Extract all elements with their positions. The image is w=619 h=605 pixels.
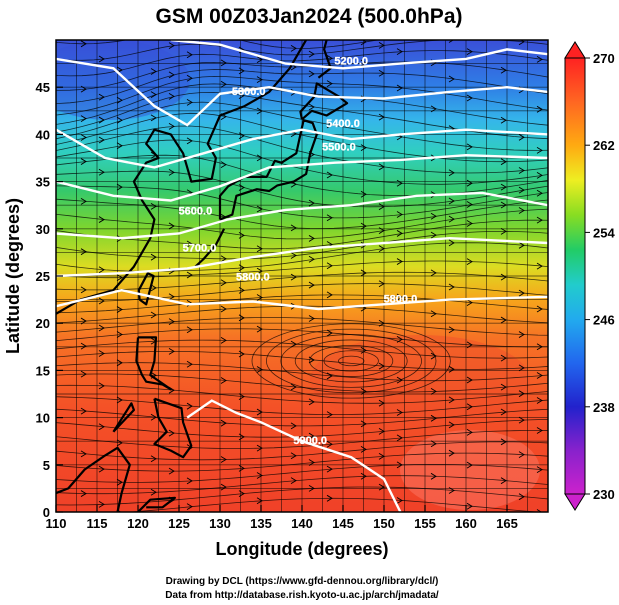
x-tick-label: 165 (496, 516, 518, 531)
colorbar-tick-label: 246 (593, 313, 615, 328)
y-tick-label: 15 (36, 363, 50, 378)
contour-line (56, 128, 548, 169)
y-axis-ticks: 0 5 10 15 20 25 30 35 40 45 (36, 80, 63, 520)
colorbar-scale (564, 57, 586, 495)
warm-tropics-blob (400, 430, 540, 510)
contour-label: 5400.0 (326, 118, 360, 130)
coastlines (56, 40, 349, 512)
contour-label: 5700.0 (183, 242, 217, 254)
contour-line (56, 288, 548, 311)
map-title: GSM 00Z03Jan2024 (500.0hPa) (155, 5, 462, 28)
credit-data: Data from http://database.rish.kyoto-u.a… (165, 590, 439, 601)
y-axis-title: Latitude (degrees) (3, 198, 23, 354)
y-tick-label: 10 (36, 411, 50, 426)
x-tick-label: 140 (291, 516, 313, 531)
y-tick-label: 30 (36, 222, 50, 237)
contour-label: 5800.0 (236, 272, 270, 284)
y-tick-label: 20 (36, 316, 50, 331)
colorbar-tick-label: 238 (593, 400, 615, 415)
contour-line (170, 40, 548, 70)
x-tick-label: 130 (209, 516, 231, 531)
colorbar-tick-label: 262 (593, 138, 615, 153)
x-tick-label: 150 (373, 516, 395, 531)
cold-core-blob (56, 40, 190, 120)
x-tick-label: 115 (87, 516, 108, 531)
contour-label: 5300.0 (232, 86, 266, 98)
y-tick-label: 25 (36, 269, 50, 284)
y-tick-label: 45 (36, 80, 50, 95)
contour-label: 5900.0 (293, 435, 327, 447)
y-tick-label: 0 (43, 505, 50, 520)
x-axis-ticks: 110 115 120 125 130 135 140 145 150 155 160 165 (46, 505, 518, 531)
y-tick-label: 35 (36, 175, 50, 190)
x-tick-label: 160 (455, 516, 477, 531)
contour-label: 5600.0 (179, 206, 213, 218)
x-tick-label: 120 (127, 516, 149, 531)
colorbar-tick-label: 270 (593, 51, 615, 66)
contour-line (56, 153, 548, 202)
contour-line (186, 399, 402, 512)
colorbar: 270 262 254 246 238 230 (564, 41, 615, 511)
contour-line (56, 236, 548, 278)
credit-drawing: Drawing by DCL (https://www.gfd-dennou.o… (166, 576, 439, 587)
x-axis-title: Longitude (degrees) (215, 539, 388, 559)
y-tick-label: 5 (43, 458, 50, 473)
map-plot-area: 5200.0 5300.0 5400.0 5500.0 5600.0 5700.0 5800… (56, 40, 548, 512)
contour-line (56, 191, 548, 240)
colorbar-max-arrow (564, 41, 586, 59)
contour-label: 5800.0 (384, 293, 418, 305)
colorbar-min-arrow (564, 493, 586, 511)
x-tick-label: 135 (250, 516, 272, 531)
height-contours: 5200.0 5300.0 5400.0 5500.0 5600.0 5700.0 5800… (56, 40, 548, 512)
x-tick-label: 145 (332, 516, 354, 531)
x-tick-label: 155 (414, 516, 436, 531)
contour-label: 5500.0 (322, 141, 356, 153)
y-tick-label: 40 (36, 127, 50, 142)
colorbar-tick-label: 254 (593, 225, 615, 240)
x-tick-label: 110 (46, 516, 67, 531)
x-tick-label: 125 (168, 516, 190, 531)
contour-label: 5200.0 (334, 56, 368, 68)
contour-line (56, 57, 548, 127)
colorbar-tick-label: 230 (593, 487, 615, 502)
